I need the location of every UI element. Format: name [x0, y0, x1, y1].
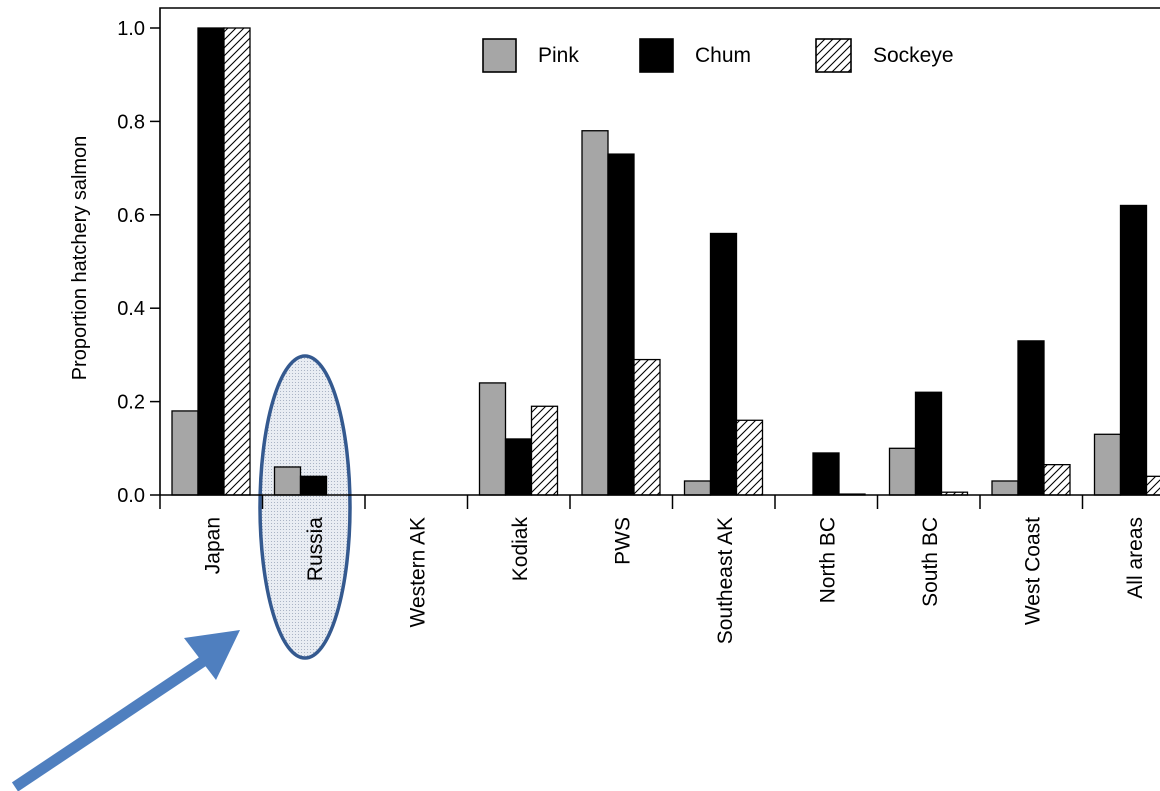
legend-swatch-pink [482, 38, 517, 73]
y-tick-label: 0.2 [117, 392, 145, 414]
x-tick-label-pws: PWS [611, 517, 634, 565]
legend-item-pink: Pink [482, 38, 579, 73]
bar-pink-pws [581, 130, 609, 496]
bar-chum-kodiak [504, 438, 533, 496]
bar-pink-all-areas [1093, 433, 1122, 496]
x-tick-label-south-bc: South BC [919, 517, 942, 607]
y-axis-title: Proportion hatchery salmon [69, 136, 91, 381]
annotation-arrow [11, 630, 240, 791]
bar-pink-japan [171, 410, 199, 496]
y-tick-label: 1.0 [117, 18, 145, 40]
arrow-head [184, 630, 240, 680]
bar-chum-russia [299, 475, 328, 496]
bar-sockeye-west-coast [1043, 463, 1071, 496]
bar-chum-north-bc [812, 452, 840, 496]
legend-label-sockeye: Sockeye [873, 44, 954, 67]
bar-chum-pws [607, 153, 635, 496]
bar-chum-south-bc [914, 391, 943, 496]
legend: Pink Chum Sockeye [482, 38, 954, 73]
x-tick-label-north-bc: North BC [816, 517, 839, 603]
bar-pink-south-bc [888, 447, 917, 496]
bar-sockeye-pws [633, 358, 661, 496]
x-tick-label-all-areas: All areas [1124, 517, 1147, 599]
bar-chum-southeast-ak [709, 232, 738, 496]
legend-label-chum: Chum [695, 44, 751, 67]
plot-frame [159, 7, 1160, 495]
legend-swatch-sockeye [815, 38, 852, 73]
x-tick-label-kodiak: Kodiak [509, 517, 532, 582]
y-tick-label: 0.8 [117, 111, 145, 133]
x-tick-label-western-ak: Western AK [406, 517, 429, 628]
bar-chum-japan [197, 27, 225, 496]
bar-sockeye-all-areas [1145, 475, 1160, 496]
bar-sockeye-kodiak [530, 405, 559, 496]
bar-pink-russia [273, 466, 302, 496]
axes-layer: 0.0 0.2 0.4 0.6 0.8 1.0 Japan Russia Western AK K… [117, 7, 1160, 644]
y-tick-label: 0.0 [117, 485, 145, 507]
legend-swatch-chum [639, 38, 674, 73]
bar-pink-kodiak [478, 382, 507, 496]
bars-layer [171, 27, 1160, 496]
arrow-shaft [11, 653, 212, 791]
bar-chum-west-coast [1017, 340, 1045, 496]
legend-item-chum: Chum [639, 38, 751, 73]
legend-item-sockeye: Sockeye [815, 38, 954, 73]
x-tick-label-russia: Russia [304, 517, 327, 582]
bar-chum-all-areas [1119, 204, 1148, 496]
russia-highlight-ellipse [258, 354, 352, 660]
x-tick-label-west-coast: West Coast [1021, 517, 1044, 625]
bar-pink-southeast-ak [683, 480, 712, 496]
legend-label-pink: Pink [538, 44, 579, 67]
y-tick-label: 0.6 [117, 205, 145, 227]
y-tick-label: 0.4 [117, 298, 145, 320]
bar-pink-west-coast [991, 480, 1019, 496]
bar-sockeye-southeast-ak [735, 419, 764, 496]
bar-sockeye-japan [223, 27, 251, 496]
x-tick-label-southeast-ak: Southeast AK [714, 517, 737, 644]
x-tick-label-japan: Japan [201, 517, 224, 574]
